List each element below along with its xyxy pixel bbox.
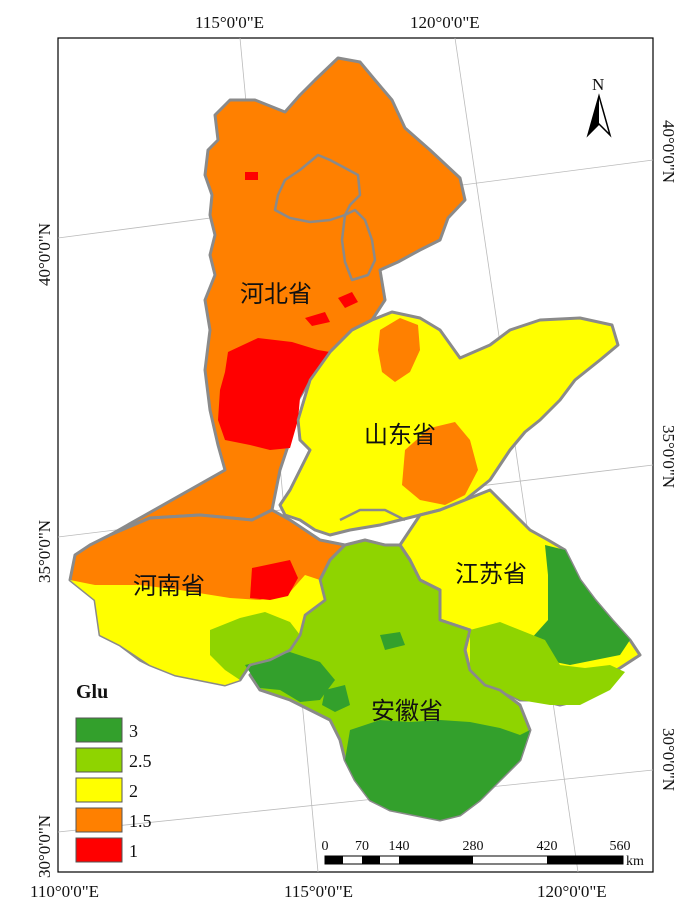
- scale-unit: km: [626, 854, 644, 869]
- tick-bottom-110: 110°0'0"E: [30, 882, 99, 901]
- henan-red-patch: [250, 560, 298, 600]
- anhui-dark-green-mid: [322, 632, 405, 712]
- scale-label: 70: [355, 839, 369, 854]
- tick-right-30: 30°0'0"N: [659, 728, 678, 791]
- legend-swatch: [75, 837, 123, 863]
- north-arrow-label: N: [592, 75, 604, 94]
- tick-right-35: 35°0'0"N: [659, 425, 678, 488]
- shandong-orange-south: [402, 422, 478, 505]
- legend-label: 2: [129, 781, 138, 801]
- scale-bar: 0 70 140 280 420 560 km: [322, 839, 645, 869]
- legend-swatch: [75, 777, 123, 803]
- north-arrow: N: [586, 75, 612, 138]
- jiangsu-dark-green: [510, 545, 630, 665]
- shandong-orange-west: [378, 318, 420, 382]
- province-label-anhui: 安徽省: [371, 697, 443, 725]
- value-patches: [70, 172, 630, 820]
- anhui-dark-green: [345, 720, 530, 820]
- henan-green-zone: [210, 612, 300, 680]
- jiangsu-green: [470, 622, 625, 705]
- tick-left-40: 40°0'0"N: [35, 223, 54, 286]
- henan-dark-green: [245, 652, 335, 702]
- tick-left-35: 35°0'0"N: [35, 520, 54, 583]
- legend-label: 2.5: [129, 751, 152, 771]
- legend: Glu 3 2.5 2 1.5 1: [75, 681, 152, 863]
- legend-swatch: [75, 717, 123, 743]
- tick-bottom-115: 115°0'0"E: [284, 882, 353, 901]
- tick-right-40: 40°0'0"N: [659, 120, 678, 183]
- tick-left-30: 30°0'0"N: [35, 815, 54, 878]
- province-borders: [109, 153, 521, 706]
- legend-swatch: [75, 807, 123, 833]
- tick-top-120: 120°0'0"E: [410, 13, 480, 32]
- scale-label: 560: [610, 839, 631, 854]
- province-label-henan: 河南省: [133, 572, 205, 600]
- legend-label: 1.5: [129, 811, 152, 831]
- province-label-jiangsu: 江苏省: [455, 560, 527, 588]
- province-label-shandong: 山东省: [364, 421, 436, 449]
- scale-label: 280: [463, 839, 484, 854]
- legend-label: 3: [129, 721, 138, 741]
- legend-label: 1: [129, 841, 138, 861]
- scale-label: 420: [537, 839, 558, 854]
- province-label-hebei: 河北省: [240, 280, 312, 308]
- tick-bottom-120: 120°0'0"E: [537, 882, 607, 901]
- legend-swatch: [75, 747, 123, 773]
- hebei-red-zone: [218, 338, 330, 450]
- scale-label: 140: [389, 839, 410, 854]
- legend-title: Glu: [76, 681, 108, 703]
- tick-top-115: 115°0'0"E: [195, 13, 264, 32]
- scale-label: 0: [322, 839, 329, 854]
